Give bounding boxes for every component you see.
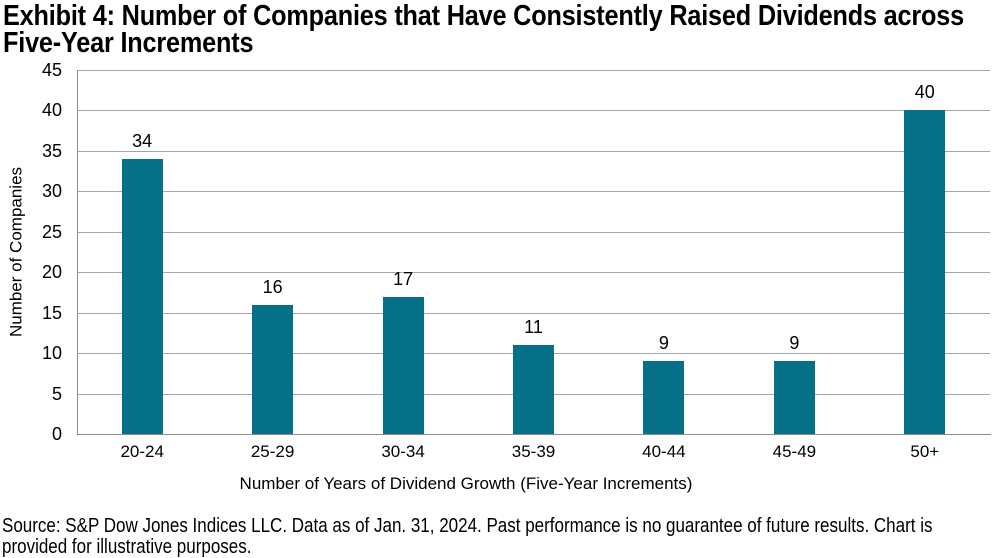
x-tick-label: 50+ xyxy=(910,442,940,461)
chart-title: Exhibit 4: Number of Companies that Have… xyxy=(3,0,965,59)
bar-45-49 xyxy=(773,361,815,434)
y-tick-label: 45 xyxy=(41,60,62,80)
bar-value-label: 17 xyxy=(393,268,414,289)
gridline xyxy=(77,312,990,314)
chart-title-line1: Exhibit 4: Number of Companies that Have… xyxy=(3,0,965,32)
y-tick-label: 40 xyxy=(41,100,62,121)
x-tick-label: 35-39 xyxy=(511,442,556,461)
chart-title-line2: Five-Year Increments xyxy=(3,27,254,59)
bar-value-label: 11 xyxy=(524,317,543,337)
bar-value-label: 16 xyxy=(262,276,283,297)
source-note-line2: provided for illustrative purposes. xyxy=(2,536,252,558)
x-tick-label: 25-29 xyxy=(250,442,295,461)
x-tick-label: 30-34 xyxy=(381,442,425,461)
bar-35-39 xyxy=(513,345,554,434)
source-note: Source: S&P Dow Jones Indices LLC. Data … xyxy=(2,516,932,558)
y-tick-label: 5 xyxy=(51,383,62,404)
bar-value-label: 9 xyxy=(789,333,800,354)
x-tick-label: 20-24 xyxy=(120,442,164,461)
gridline xyxy=(77,150,990,152)
bar-25-29 xyxy=(252,304,294,434)
gridline xyxy=(77,272,990,274)
gridline xyxy=(77,70,990,71)
x-axis-title: Number of Years of Dividend Growth (Five… xyxy=(239,474,693,493)
y-tick-label: 25 xyxy=(41,221,62,242)
y-tick-label: 15 xyxy=(41,302,62,323)
x-tick-label: 45-49 xyxy=(772,442,817,461)
bar-value-label: 9 xyxy=(658,333,669,354)
gridline xyxy=(77,231,990,233)
bar-30-34 xyxy=(382,296,424,434)
x-axis-line xyxy=(77,434,991,435)
x-tick-label: 40-44 xyxy=(642,442,686,461)
bar-40-44 xyxy=(643,361,685,434)
bar-20-24 xyxy=(121,159,163,434)
bar-value-label: 34 xyxy=(132,131,153,151)
gridline xyxy=(77,191,990,193)
source-note-line1: Source: S&P Dow Jones Indices LLC. Data … xyxy=(2,515,933,537)
y-tick-label: 30 xyxy=(41,181,62,202)
gridline xyxy=(77,110,990,112)
y-axis-line xyxy=(77,70,78,434)
bar-chart: Number of Companies 0 5 10 15 20 25 30 35 40 45 34… xyxy=(0,60,994,500)
bar-50+ xyxy=(904,110,946,434)
bar-value-label: 40 xyxy=(914,82,935,103)
y-tick-label: 20 xyxy=(41,262,62,283)
y-tick-label: 0 xyxy=(51,424,62,444)
y-tick-label: 10 xyxy=(41,343,62,364)
y-tick-label: 35 xyxy=(41,140,62,161)
